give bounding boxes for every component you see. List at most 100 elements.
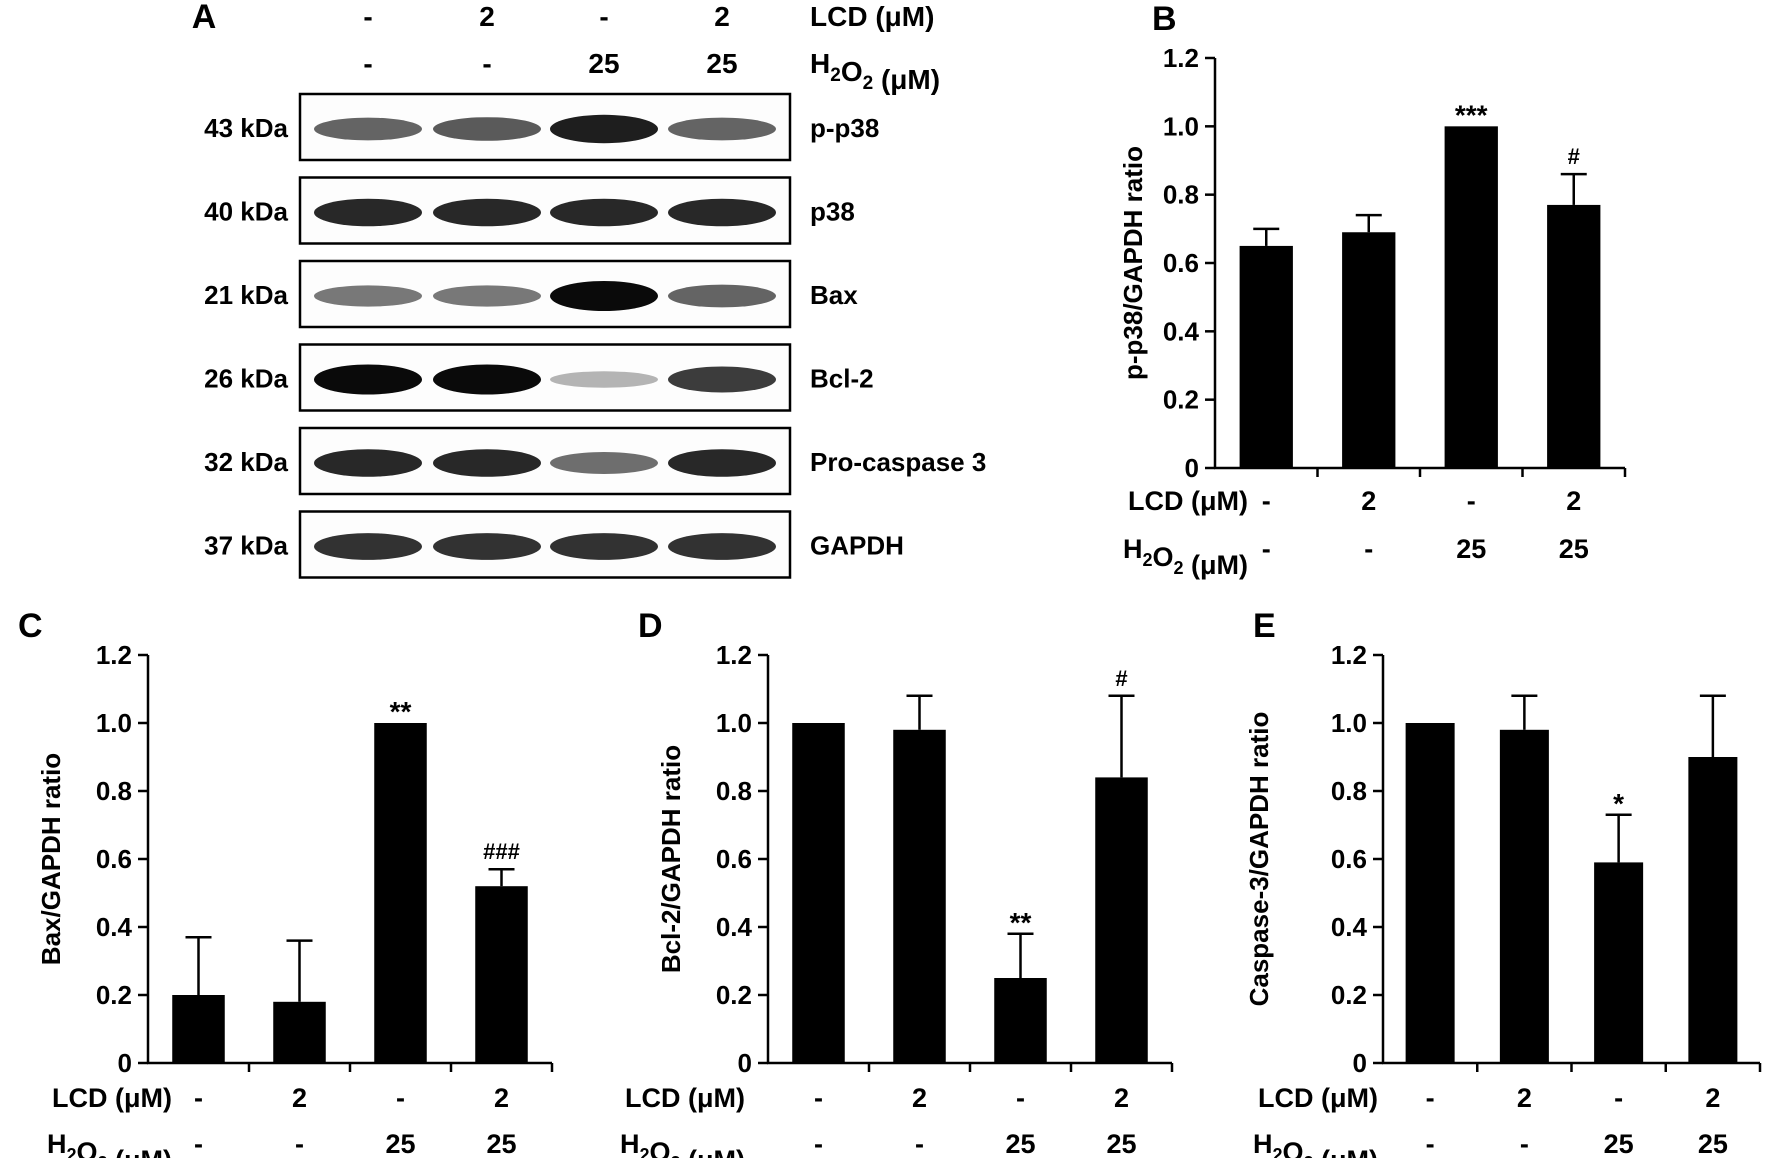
bar-chart-panel-b: B 0 0.2 0.4 0.6 0.8 1.0 1.2 p-p38/GAPDH ratio ***… bbox=[1118, 0, 1627, 580]
bar bbox=[1095, 777, 1148, 1063]
y-tick-label: 0.6 bbox=[1163, 248, 1199, 278]
blot-h2o2-label: H2O2 (μM) bbox=[810, 48, 940, 95]
lcd-value: - bbox=[1426, 1083, 1435, 1113]
y-tick-label: 0.8 bbox=[1331, 776, 1367, 806]
blot-row: 26 kDa Bcl-2 bbox=[204, 343, 874, 412]
y-axis-label: Caspase-3/GAPDH ratio bbox=[1244, 712, 1274, 1007]
h2o2-value: - bbox=[1364, 534, 1373, 564]
h2o2-value: 25 bbox=[1456, 534, 1486, 564]
blot-band bbox=[314, 285, 422, 307]
blot-band bbox=[433, 449, 541, 477]
h2o2-value: 25 bbox=[486, 1129, 516, 1158]
lcd-value: - bbox=[1262, 486, 1271, 516]
lcd-row-label: LCD (μM) bbox=[1128, 486, 1248, 516]
blot-kda-label: 21 kDa bbox=[204, 280, 288, 310]
significance-mark: # bbox=[1115, 666, 1127, 691]
lcd-value: 2 bbox=[494, 1083, 509, 1113]
y-tick-label: 0.8 bbox=[1163, 180, 1199, 210]
blot-kda-label: 26 kDa bbox=[204, 364, 288, 394]
blot-protein-label: Bcl-2 bbox=[810, 364, 874, 394]
blot-protein-label: Pro-caspase 3 bbox=[810, 447, 986, 477]
h2o2-value: - bbox=[1426, 1129, 1435, 1158]
blot-band bbox=[433, 285, 541, 307]
y-tick-label: 0.6 bbox=[716, 844, 752, 874]
bar bbox=[273, 1001, 326, 1063]
y-tick-label: 0 bbox=[118, 1048, 132, 1078]
lcd-value: 2 bbox=[1517, 1083, 1532, 1113]
lcd-row-label: LCD (μM) bbox=[1258, 1083, 1378, 1113]
h2o2-value: - bbox=[1262, 534, 1271, 564]
lcd-value: 2 bbox=[1705, 1083, 1720, 1113]
bar bbox=[1688, 757, 1738, 1063]
y-tick-label: 1.0 bbox=[1331, 708, 1367, 738]
blot-band bbox=[550, 198, 658, 227]
bar-chart-panel-c: C 0 0.2 0.4 0.6 0.8 1.0 1.2 Bax/GAPDH ratio ** ###… bbox=[18, 607, 554, 1158]
lcd-value: - bbox=[1467, 486, 1476, 516]
y-tick-label: 0 bbox=[1353, 1048, 1367, 1078]
h2o2-value: 25 bbox=[1106, 1129, 1136, 1158]
bar bbox=[994, 978, 1047, 1063]
y-axis-label: Bax/GAPDH ratio bbox=[36, 753, 66, 965]
panel-letter: C bbox=[18, 607, 43, 645]
lcd-value: - bbox=[814, 1083, 823, 1113]
bar bbox=[893, 729, 946, 1063]
bar bbox=[1547, 204, 1601, 468]
bar bbox=[792, 723, 845, 1063]
blot-protein-label: p38 bbox=[810, 197, 855, 227]
blot-row: 43 kDa p-p38 bbox=[204, 92, 879, 162]
significance-mark: ** bbox=[390, 696, 412, 727]
y-tick-label: 0.6 bbox=[96, 844, 132, 874]
significance-mark: # bbox=[1568, 144, 1580, 169]
blot-protein-label: GAPDH bbox=[810, 531, 904, 561]
blot-lcd-value: 2 bbox=[714, 1, 730, 32]
panel-letter: D bbox=[638, 607, 663, 645]
lcd-value: - bbox=[396, 1083, 405, 1113]
lcd-row-label: LCD (μM) bbox=[625, 1083, 745, 1113]
blot-band bbox=[550, 281, 658, 311]
significance-mark: ** bbox=[1010, 907, 1032, 938]
blot-band bbox=[433, 198, 541, 227]
blot-h2o2-value: 25 bbox=[706, 48, 737, 79]
y-tick-label: 0.2 bbox=[1331, 980, 1367, 1010]
h2o2-value: 25 bbox=[1604, 1129, 1634, 1158]
y-tick-label: 0.2 bbox=[96, 980, 132, 1010]
blot-lcd-value: 2 bbox=[479, 1, 495, 32]
h2o2-value: 25 bbox=[385, 1129, 415, 1158]
lcd-value: 2 bbox=[1114, 1083, 1129, 1113]
blot-band bbox=[668, 449, 776, 477]
bar bbox=[1594, 862, 1644, 1063]
lcd-value: 2 bbox=[292, 1083, 307, 1113]
blot-kda-label: 37 kDa bbox=[204, 531, 288, 561]
blot-band bbox=[314, 117, 422, 141]
y-tick-label: 0 bbox=[738, 1048, 752, 1078]
significance-mark: ### bbox=[483, 839, 520, 864]
blot-lcd-value: - bbox=[363, 1, 372, 32]
h2o2-value: 25 bbox=[1559, 534, 1589, 564]
h2o2-value: - bbox=[194, 1129, 203, 1158]
lcd-value: 2 bbox=[912, 1083, 927, 1113]
bar bbox=[1239, 245, 1293, 468]
blot-row: 40 kDa p38 bbox=[204, 176, 855, 245]
bar bbox=[1499, 729, 1549, 1063]
h2o2-row-label: H2O2 (μM) bbox=[620, 1129, 745, 1158]
h2o2-value: 25 bbox=[1005, 1129, 1035, 1158]
blot-h2o2-value: - bbox=[363, 48, 372, 79]
y-tick-label: 0.8 bbox=[96, 776, 132, 806]
blot-row: 21 kDa Bax bbox=[204, 259, 858, 329]
blot-kda-label: 32 kDa bbox=[204, 447, 288, 477]
y-tick-label: 0.4 bbox=[716, 912, 753, 942]
y-tick-label: 0.6 bbox=[1331, 844, 1367, 874]
bar bbox=[172, 995, 225, 1063]
bar bbox=[374, 723, 427, 1063]
blot-h2o2-value: - bbox=[482, 48, 491, 79]
y-tick-label: 1.2 bbox=[716, 640, 752, 670]
blot-band bbox=[433, 533, 541, 560]
blot-band bbox=[550, 114, 658, 144]
panel-letter: B bbox=[1152, 0, 1177, 38]
blot-band bbox=[550, 533, 658, 560]
y-tick-label: 0.4 bbox=[1163, 316, 1200, 346]
y-tick-label: 1.0 bbox=[716, 708, 752, 738]
blot-band bbox=[668, 284, 776, 308]
blot-band bbox=[314, 449, 422, 477]
